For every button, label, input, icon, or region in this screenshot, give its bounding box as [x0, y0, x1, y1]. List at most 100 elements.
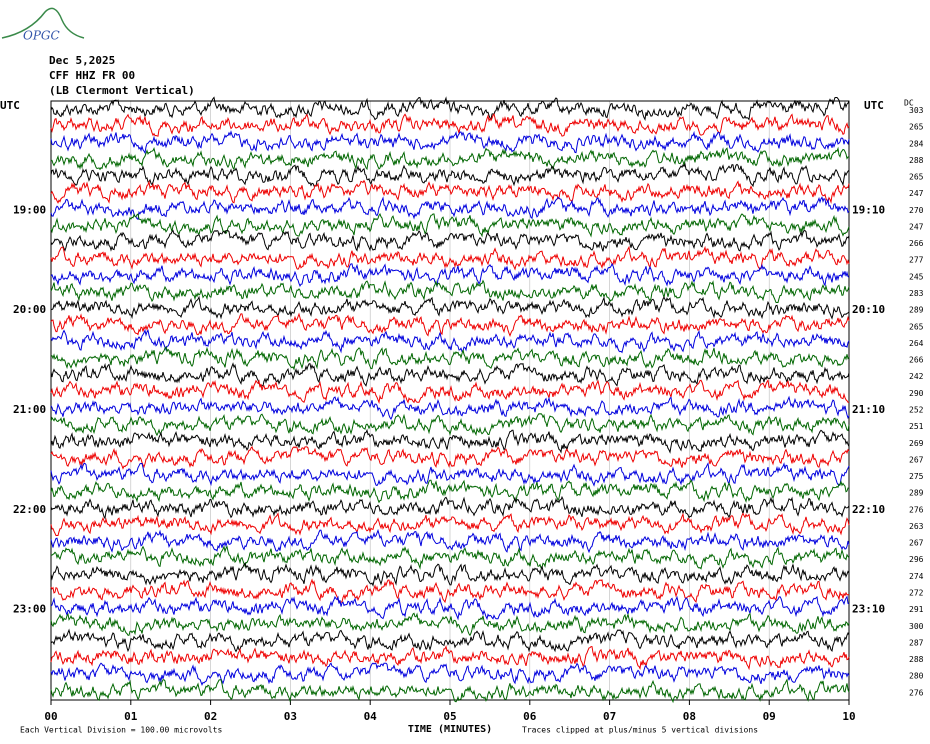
- location: (LB Clermont Vertical): [49, 84, 195, 97]
- plot-frame: [50, 100, 850, 701]
- x-tick-label: 08: [683, 710, 696, 723]
- dc-value: 247: [909, 189, 924, 198]
- dc-value: 266: [909, 356, 924, 365]
- trace: [50, 544, 850, 570]
- dc-value: 247: [909, 222, 924, 231]
- trace: [50, 428, 850, 454]
- trace: [50, 245, 850, 271]
- trace: [50, 328, 850, 354]
- logo: OPGC: [23, 29, 60, 43]
- trace: [50, 212, 850, 238]
- trace: [50, 262, 850, 288]
- trace: [50, 179, 850, 204]
- dc-value: 288: [909, 156, 924, 165]
- dc-value: 287: [909, 638, 924, 647]
- x-tick-label: 01: [124, 710, 138, 723]
- trace: [50, 196, 850, 221]
- trace: [50, 412, 850, 437]
- dc-value: 276: [909, 688, 924, 697]
- right-axis-title: UTC: [864, 99, 884, 112]
- trace: [50, 645, 850, 671]
- x-tick-label: 04: [364, 710, 378, 723]
- date: Dec 5,2025: [49, 54, 115, 67]
- x-tick-label: 10: [842, 710, 855, 723]
- dc-value: 270: [909, 206, 924, 215]
- trace: [50, 479, 850, 505]
- station: CFF HHZ FR 00: [49, 69, 135, 82]
- trace: [50, 130, 850, 155]
- scale-note: Each Vertical Division = 100.00 microvol…: [20, 726, 222, 735]
- dc-value: 242: [909, 372, 924, 381]
- dc-value: 300: [909, 622, 924, 631]
- trace: [50, 162, 850, 188]
- x-tick-label: 03: [284, 710, 297, 723]
- right-hour-label: 22:10: [852, 503, 885, 516]
- trace: [51, 146, 850, 171]
- clip-note: Traces clipped at plus/minus 5 vertical …: [522, 726, 758, 735]
- dc-value: 277: [909, 256, 924, 265]
- trace: [50, 362, 850, 387]
- right-hour-label: 21:10: [852, 403, 885, 416]
- dc-value: 280: [909, 672, 924, 681]
- dc-value: 269: [909, 439, 924, 448]
- dc-value: 266: [909, 239, 924, 248]
- left-hour-label: 20:00: [13, 303, 46, 316]
- left-axis-title: UTC: [0, 99, 20, 112]
- x-tick-label: 02: [204, 710, 217, 723]
- trace: [50, 378, 849, 405]
- trace: [50, 112, 850, 137]
- trace: [50, 312, 850, 337]
- dc-value: 252: [909, 405, 924, 414]
- trace: [50, 295, 850, 320]
- dc-value: 296: [909, 555, 924, 564]
- dc-value: 264: [909, 339, 924, 348]
- x-axis-title: TIME (MINUTES): [408, 724, 492, 735]
- x-tick-label: 05: [443, 710, 456, 723]
- trace: [50, 495, 850, 520]
- x-tick-label: 09: [763, 710, 776, 723]
- dc-value: 245: [909, 272, 924, 281]
- x-tick-label: 00: [44, 710, 57, 723]
- trace: [50, 678, 850, 704]
- dc-value: 274: [909, 572, 924, 581]
- trace: [50, 562, 850, 588]
- dc-title: DC: [904, 99, 914, 108]
- trace: [50, 96, 850, 122]
- dc-value: 267: [909, 455, 924, 464]
- left-hour-label: 19:00: [13, 203, 46, 216]
- dc-value: 303: [909, 106, 924, 115]
- dc-value: 272: [909, 589, 924, 598]
- dc-value: 288: [909, 655, 924, 664]
- dc-value: 265: [909, 123, 924, 132]
- x-tick-label: 07: [603, 710, 616, 723]
- left-hour-label: 22:00: [13, 503, 46, 516]
- trace: [50, 612, 850, 637]
- x-tick-label: 06: [523, 710, 537, 723]
- dc-value: 265: [909, 173, 924, 182]
- dc-value: 289: [909, 306, 924, 315]
- trace: [50, 512, 850, 536]
- left-hour-label: 23:00: [13, 603, 46, 616]
- trace: [50, 445, 850, 470]
- dc-value: 265: [909, 322, 924, 331]
- dc-value: 283: [909, 289, 924, 298]
- dc-value: 290: [909, 389, 924, 398]
- trace: [50, 279, 850, 303]
- dc-value: 251: [909, 422, 924, 431]
- trace: [50, 395, 850, 420]
- trace: [50, 662, 850, 687]
- trace: [50, 528, 850, 554]
- trace: [50, 346, 850, 371]
- trace: [50, 229, 850, 252]
- right-hour-label: 19:10: [852, 203, 885, 216]
- dc-value: 291: [909, 605, 924, 614]
- trace: [50, 461, 850, 487]
- trace: [50, 578, 849, 604]
- logo-curve: [1, 7, 85, 39]
- trace: [50, 595, 850, 621]
- dc-value: 275: [909, 472, 924, 481]
- dc-value: 263: [909, 522, 924, 531]
- right-hour-label: 20:10: [852, 303, 885, 316]
- trace: [50, 628, 850, 653]
